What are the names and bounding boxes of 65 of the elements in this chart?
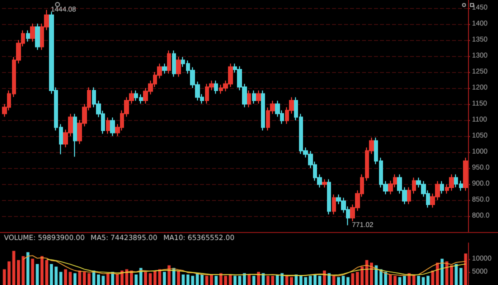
bar [402,276,406,285]
candlestick [106,116,110,134]
bar [431,270,434,285]
bar [417,276,420,285]
bar [36,264,39,285]
bar [426,276,430,285]
candlestick [449,174,454,192]
candlestick [440,180,444,194]
candlestick [176,56,181,78]
bar [172,268,176,285]
bar [374,265,378,285]
bar [134,274,138,285]
candlestick [167,50,171,74]
bar [294,274,298,285]
bar [214,276,218,285]
line-series [46,259,466,276]
bar [262,273,265,285]
bar [351,273,354,285]
candlestick [322,178,327,188]
bar [40,256,44,285]
bar [242,273,246,285]
bar [26,252,30,285]
bar [454,264,458,285]
candlestick [327,178,331,215]
candlestick [110,116,115,136]
bar [31,258,34,285]
candlestick [73,113,77,158]
bar [182,274,185,285]
bar [64,269,68,285]
bar [106,273,110,285]
bar [464,254,468,285]
bar [78,270,82,285]
bar [398,277,402,285]
bar [440,258,444,285]
bar [59,272,62,285]
bar [68,272,72,285]
bar [459,268,462,285]
bar [248,274,251,285]
candlestick [162,63,167,74]
bar [228,274,232,285]
candlestick [252,90,256,104]
candlestick [261,90,265,132]
bar [210,274,213,285]
bar [332,276,336,285]
bar [252,276,256,285]
candlestick [332,194,336,215]
bar [328,273,331,285]
candlestick [256,90,261,104]
bar [257,272,260,285]
bar [436,262,439,285]
candlestick [214,80,218,94]
candlestick [247,90,251,108]
bar [177,270,180,285]
bar [162,272,166,285]
candlestick [26,30,30,42]
bar [412,274,416,285]
bar [144,272,148,285]
bar [346,277,350,285]
bar [73,273,76,285]
bar [337,277,340,285]
candlestick [172,50,176,78]
bar [322,270,326,285]
candlestick [35,23,40,50]
candlestick [30,23,35,42]
bar [290,277,293,285]
